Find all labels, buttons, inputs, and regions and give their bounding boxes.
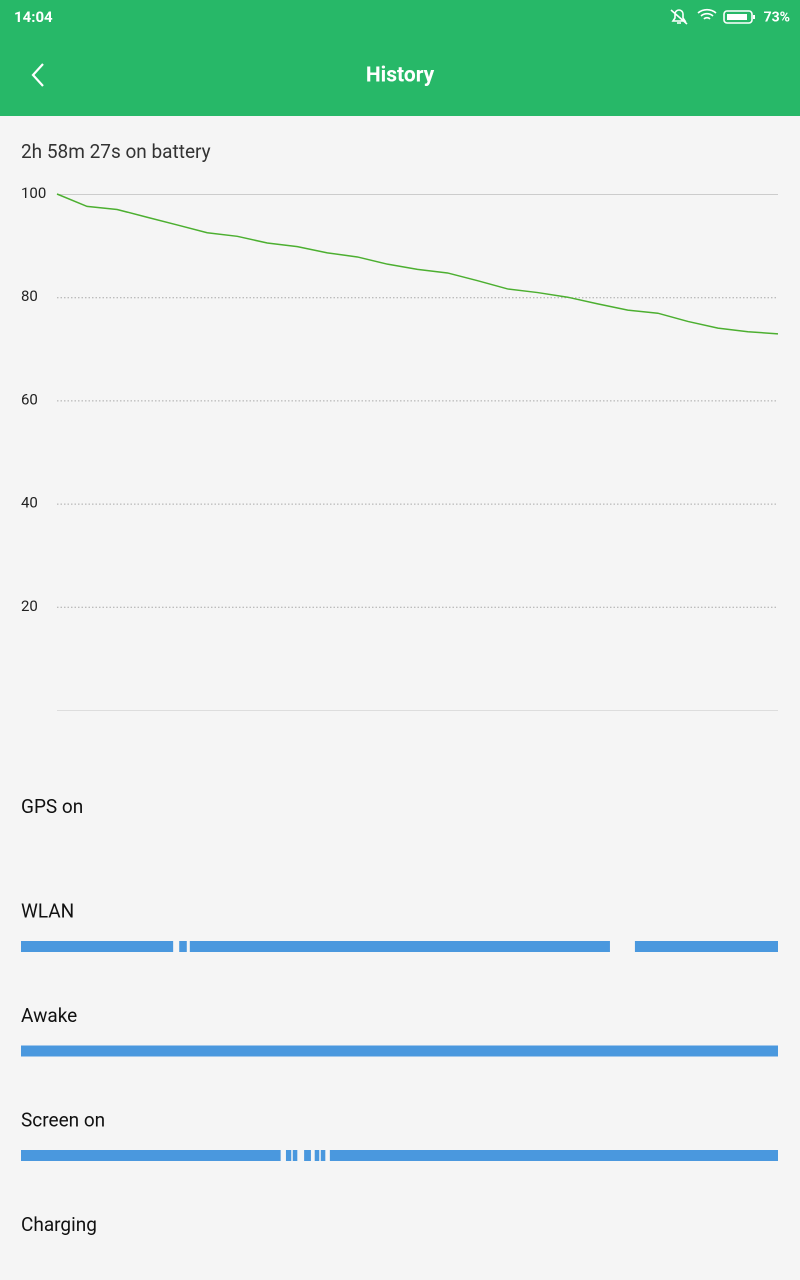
track-segment (320, 1150, 326, 1161)
battery-summary: 2h 58m 27s on battery (21, 140, 211, 163)
y-tick-label: 100 (21, 184, 46, 202)
back-button[interactable] (31, 63, 44, 87)
track-label: GPS on (21, 795, 83, 818)
track-segment (21, 941, 174, 952)
track-label: Charging (21, 1213, 97, 1236)
track-segment (292, 1150, 298, 1161)
track-label: Screen on (21, 1109, 105, 1132)
y-tick-label: 80 (21, 287, 38, 305)
battery-chart: 20 40 60 80 100 (21, 184, 779, 615)
app-bar-bg (0, 0, 800, 116)
track-segment (21, 1045, 778, 1057)
screen-title: History (366, 64, 435, 88)
track-label: Awake (21, 1004, 77, 1027)
track-label: WLAN (21, 900, 74, 923)
track-segment (179, 941, 187, 952)
battery-line (56, 193, 779, 335)
status-icons (670, 8, 755, 25)
track-segment (21, 1150, 281, 1161)
y-tick-label: 20 (21, 597, 38, 615)
track-segment (285, 1150, 292, 1161)
activity-tracks: GPS on WLAN Awake Screen on Charging (21, 795, 778, 1236)
y-tick-label: 60 (21, 390, 38, 408)
track-segment (304, 1150, 311, 1161)
battery-percent: 73% (764, 10, 790, 26)
status-time: 14:04 (14, 8, 53, 26)
y-tick-label: 40 (21, 494, 38, 512)
track-segment (634, 941, 778, 952)
track-segment (314, 1150, 320, 1161)
track-segment (189, 941, 610, 952)
track-segment (329, 1150, 778, 1161)
